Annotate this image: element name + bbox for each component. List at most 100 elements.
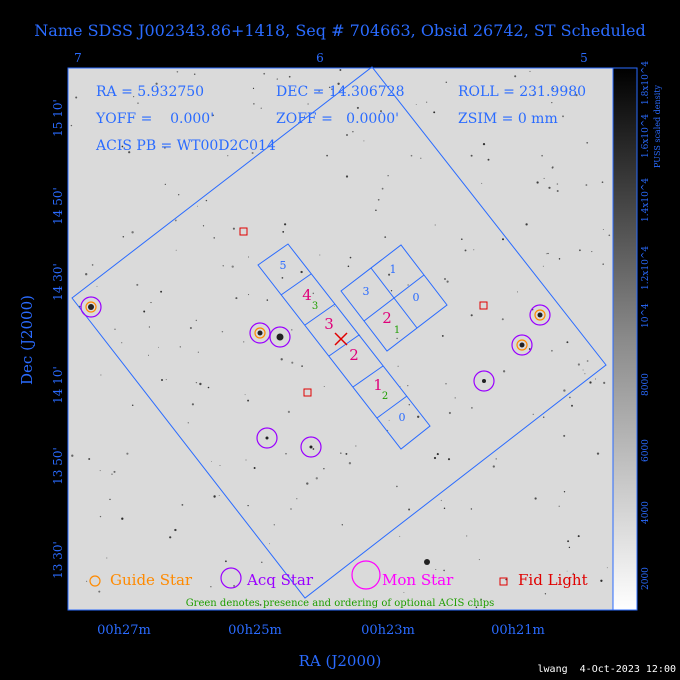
background-star bbox=[136, 283, 139, 286]
background-star bbox=[435, 569, 437, 570]
background-star bbox=[470, 314, 473, 317]
background-star bbox=[566, 341, 569, 344]
background-star bbox=[150, 302, 152, 304]
legend: Guide Star Acq Star Mon Star Fid Light bbox=[89, 560, 588, 590]
background-star bbox=[174, 219, 177, 222]
background-star bbox=[596, 452, 600, 455]
background-star bbox=[345, 133, 349, 137]
chip-label: 0 bbox=[413, 291, 420, 304]
background-star bbox=[492, 465, 495, 468]
background-star bbox=[532, 94, 535, 96]
background-star bbox=[528, 348, 531, 350]
background-star bbox=[197, 351, 199, 353]
background-star bbox=[567, 540, 570, 543]
background-star bbox=[551, 102, 553, 104]
background-star bbox=[243, 341, 245, 343]
background-star bbox=[548, 186, 551, 189]
dec-tick: 14 10' bbox=[51, 366, 65, 404]
background-star bbox=[545, 253, 547, 255]
background-star bbox=[315, 477, 318, 480]
background-star bbox=[99, 470, 101, 472]
background-star bbox=[235, 297, 238, 300]
background-star bbox=[352, 131, 354, 133]
background-star bbox=[408, 508, 411, 511]
background-star bbox=[575, 93, 578, 97]
legend-fid-label: Fid Light bbox=[518, 571, 588, 589]
background-star bbox=[71, 454, 74, 457]
background-star bbox=[355, 445, 357, 447]
background-star bbox=[542, 265, 544, 267]
background-star bbox=[563, 434, 566, 437]
background-star bbox=[187, 422, 189, 424]
background-star bbox=[460, 238, 463, 241]
background-star bbox=[75, 96, 78, 99]
optional-chips-note: Green denotes presence and ordering of o… bbox=[186, 598, 495, 609]
background-star bbox=[191, 403, 194, 406]
figure-title: Name SDSS J002343.86+1418, Seq # 704663,… bbox=[34, 21, 645, 40]
background-star bbox=[340, 452, 342, 454]
chip-label: 0 bbox=[399, 411, 406, 424]
background-star bbox=[448, 411, 451, 415]
background-star bbox=[193, 73, 196, 75]
ra-value: RA = 5.932750 bbox=[96, 84, 204, 100]
background-star bbox=[566, 570, 568, 572]
background-star bbox=[155, 82, 158, 85]
footer-stamp: lwang 4-Oct-2023 12:00 bbox=[538, 664, 676, 675]
background-star bbox=[381, 187, 384, 190]
background-star bbox=[551, 349, 553, 352]
dec-tick: 13 50' bbox=[51, 447, 65, 485]
background-star bbox=[247, 504, 249, 507]
background-star bbox=[312, 292, 315, 295]
background-star bbox=[290, 508, 292, 510]
background-star bbox=[148, 326, 151, 328]
colorbar-tick: 6000 bbox=[641, 439, 651, 462]
background-star bbox=[252, 87, 255, 90]
background-star bbox=[269, 543, 270, 545]
background-star bbox=[179, 346, 181, 348]
background-star bbox=[443, 507, 446, 510]
yoff-value: YOFF = 0.000' bbox=[95, 111, 214, 127]
background-star bbox=[441, 334, 444, 337]
background-star bbox=[126, 452, 129, 455]
background-star bbox=[282, 231, 285, 233]
background-star bbox=[446, 280, 449, 283]
background-star bbox=[380, 110, 382, 113]
background-star bbox=[501, 318, 504, 321]
background-star bbox=[558, 258, 561, 260]
background-star bbox=[586, 360, 589, 362]
background-star bbox=[420, 157, 422, 159]
background-star bbox=[318, 90, 320, 92]
background-star bbox=[502, 238, 504, 241]
background-star bbox=[165, 379, 167, 381]
background-star bbox=[536, 181, 539, 184]
background-star bbox=[339, 69, 342, 71]
background-star bbox=[443, 569, 445, 572]
background-star bbox=[470, 508, 473, 510]
background-star bbox=[388, 419, 390, 421]
background-star bbox=[164, 147, 166, 149]
background-star bbox=[199, 382, 202, 386]
ra-tick: 00h27m bbox=[97, 623, 151, 638]
background-star bbox=[397, 365, 399, 367]
background-star bbox=[221, 330, 224, 333]
background-star bbox=[98, 590, 101, 593]
background-star bbox=[600, 579, 603, 582]
background-star bbox=[349, 256, 352, 259]
background-star bbox=[109, 498, 111, 501]
background-star bbox=[100, 374, 102, 376]
background-star bbox=[471, 407, 473, 409]
background-star bbox=[470, 154, 473, 157]
background-star bbox=[174, 528, 177, 532]
ra-tick: 00h25m bbox=[228, 623, 282, 638]
background-star bbox=[595, 378, 596, 380]
background-star bbox=[434, 224, 436, 226]
background-star bbox=[306, 482, 309, 485]
background-star bbox=[472, 94, 475, 96]
acis-i-labels: 1 0 3 bbox=[363, 263, 420, 304]
background-star bbox=[210, 586, 212, 588]
background-star bbox=[584, 373, 586, 375]
background-star bbox=[410, 154, 413, 157]
acis-s-labels: 5 0 bbox=[280, 259, 406, 424]
background-star bbox=[543, 177, 545, 179]
background-star bbox=[253, 467, 256, 469]
